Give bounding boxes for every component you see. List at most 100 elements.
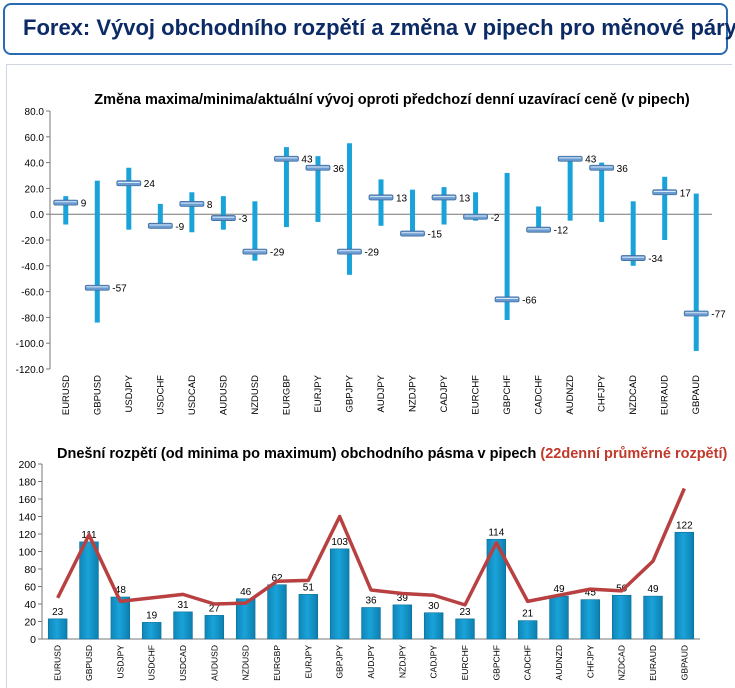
chart1-value-label: 43 [301, 155, 313, 166]
chart2-value-label: 19 [146, 610, 158, 621]
chart1-value-label: 36 [617, 164, 629, 175]
chart1-current-marker [305, 164, 331, 171]
chart1-range-bar [157, 203, 163, 229]
chart2-range-bar [392, 604, 413, 640]
pip-change-chart: Změna maxima/minima/aktuální vývoj oprot… [16, 92, 726, 415]
chart2-value-label: 48 [115, 585, 127, 596]
chart2-range-bar [611, 594, 632, 640]
chart1-x-tick-label: CHFJPY [597, 374, 608, 412]
chart1-x-tick-label: CADJPY [439, 374, 450, 412]
chart1-range-bar [567, 158, 573, 221]
chart1-x-tick-label: NZDUSD [250, 375, 261, 415]
chart2-x-tick-label: NZDCAD [617, 645, 627, 680]
chart2-x-tick-label: USDCAD [178, 645, 188, 681]
chart1-x-tick-label: USDCHF [155, 375, 166, 415]
chart1-x-tick-label: USDJPY [124, 374, 135, 412]
chart2-x-tick-label: CHFJPY [585, 645, 595, 678]
chart2-value-label: 30 [428, 601, 440, 612]
chart2-range-bar [455, 618, 475, 640]
chart1-value-label: -29 [364, 248, 379, 259]
page-title: Forex: Vývoj obchodního rozpětí a změna … [23, 15, 735, 40]
chart1-range-bar [662, 176, 668, 240]
chart2-y-tick-label: 80 [24, 564, 36, 576]
chart1-current-marker [179, 200, 205, 207]
chart1-current-marker [463, 213, 488, 220]
header-box: Forex: Vývoj obchodního rozpětí a změna … [3, 3, 735, 55]
chart1-current-marker [683, 310, 709, 317]
chart2-range-bar [47, 618, 68, 640]
chart1-range-bar [693, 193, 699, 351]
chart2-y-tick-label: 120 [18, 529, 36, 541]
chart1-current-marker [557, 155, 583, 162]
chart2-value-label: 23 [459, 607, 471, 618]
chart2-y-tick-label: 160 [18, 494, 36, 506]
chart2-value-label: 114 [488, 527, 504, 538]
chart1-value-label: -2 [491, 213, 500, 224]
chart1-range-bar [94, 180, 100, 323]
chart2-x-tick-label: CADCHF [523, 645, 533, 680]
chart1-x-tick-label: GBPCHF [502, 375, 513, 415]
chart2-range-bar [173, 611, 193, 640]
chart1-current-marker [494, 296, 520, 303]
chart1-value-label: -9 [175, 222, 184, 233]
chart1-x-tick-label: EURAUD [660, 375, 671, 415]
chart2-y-tick-label: 100 [18, 547, 36, 559]
chart1-range-bar [378, 179, 384, 226]
chart1-value-label: -66 [522, 295, 537, 306]
chart1-current-marker [400, 230, 425, 237]
chart2-y-tick-label: 40 [24, 599, 36, 611]
chart2-range-bar [298, 594, 319, 640]
chart2-range-bar [486, 538, 507, 640]
chart2-value-label: 122 [676, 520, 693, 531]
chart2-range-bar [204, 615, 225, 640]
chart1-range-bar [283, 147, 289, 228]
chart1-value-label: 43 [585, 155, 597, 166]
chart2-range-bar [141, 622, 162, 640]
chart1-y-tick-label: -20.0 [21, 236, 44, 247]
chart1-value-label: -34 [648, 254, 663, 265]
chart1-y-tick-label: -40.0 [21, 262, 44, 273]
chart1-current-marker [116, 180, 142, 187]
chart2-x-tick-label: EURUSD [53, 645, 63, 681]
chart1-y-tick-label: 20.0 [25, 184, 45, 195]
chart2-x-tick-label: EURGBP [272, 645, 282, 681]
chart1-title: Změna maxima/minima/aktuální vývoj oprot… [94, 92, 690, 108]
chart2-y-tick-label: 20 [24, 617, 36, 629]
chart1-current-marker [53, 199, 79, 206]
chart1-y-tick-label: 40.0 [25, 159, 45, 170]
chart2-x-tick-label: EURCHF [460, 645, 470, 680]
chart1-x-tick-label: GBPJPY [344, 374, 355, 412]
chart1-x-tick-label: AUDNZD [565, 375, 576, 415]
daily-range-chart: Dnešní rozpětí (od minima po maximum) ob… [18, 446, 727, 681]
chart1-x-tick-label: CADCHF [534, 375, 545, 415]
chart1-value-label: 17 [680, 188, 692, 199]
chart2-x-tick-label: USDCHF [147, 645, 157, 680]
chart1-x-tick-label: NZDJPY [408, 374, 419, 412]
chart1-range-bar [473, 192, 479, 221]
chart1-y-tick-label: -100.0 [16, 339, 45, 350]
chart2-x-tick-label: AUDJPY [366, 645, 376, 679]
chart2-title-main: Dnešní rozpětí (od minima po maximum) ob… [57, 446, 540, 462]
chart1-y-tick-label: -60.0 [21, 288, 44, 299]
chart1-y-tick-label: 0.0 [30, 210, 44, 221]
chart2-value-label: 23 [52, 607, 64, 618]
chart1-range-bar [504, 172, 510, 320]
chart1-range-bar [126, 167, 132, 230]
chart1-range-bar [346, 143, 352, 275]
chart1-current-marker [620, 255, 646, 261]
chart1-range-bar [315, 156, 321, 222]
chart2-title-average: (22denní průměrné rozpětí) [540, 446, 727, 462]
chart1-range-bar [220, 196, 226, 230]
chart2-value-label: 49 [553, 584, 565, 595]
chart2-range-bar [643, 595, 663, 640]
chart2-value-label: 36 [365, 596, 377, 607]
chart1-range-bar [63, 196, 69, 225]
chart2-value-label: 45 [585, 588, 597, 599]
chart2-x-tick-label: GBPAUD [679, 645, 689, 680]
chart1-current-marker [652, 189, 678, 196]
chart1-value-label: 8 [207, 200, 213, 211]
chart1-current-marker [368, 194, 394, 201]
chart1-x-tick-label: GBPUSD [92, 375, 103, 415]
chart2-range-bar [329, 548, 350, 640]
chart2-value-label: 46 [240, 587, 252, 598]
